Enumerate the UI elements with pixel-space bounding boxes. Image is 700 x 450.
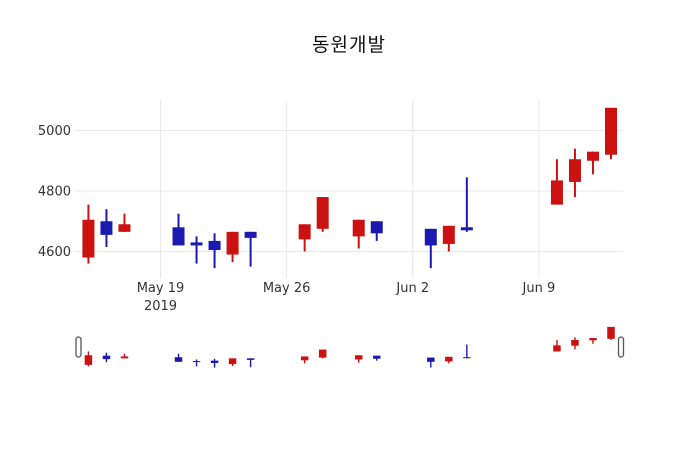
candle-mini[interactable] [120,356,129,359]
candle[interactable] [316,197,329,229]
candle[interactable] [568,159,581,182]
candle[interactable] [442,225,455,244]
candle[interactable] [605,107,617,155]
candle[interactable] [208,240,221,250]
candle[interactable] [424,228,437,246]
plot-area[interactable] [75,100,623,278]
rangeslider-track[interactable] [75,323,623,371]
candle-mini[interactable] [354,355,363,360]
candle-mini[interactable] [228,358,237,365]
candle[interactable] [352,219,365,237]
candle-mini[interactable] [427,357,435,362]
candle-mini[interactable] [571,339,579,346]
candle[interactable] [460,227,473,231]
x-tick-label: Jun 2 [395,281,429,296]
candle-mini[interactable] [84,355,93,365]
candle[interactable] [586,151,599,161]
candle[interactable] [244,231,257,238]
candle-mini[interactable] [607,326,615,339]
candle[interactable] [190,242,203,246]
rangeslider-right-handle[interactable] [617,336,625,358]
chart-title: 동원개발 [312,34,386,56]
x-tick-label: May 26 [263,281,311,296]
x-tick-label: May 19 [137,281,185,296]
candle[interactable] [100,221,113,235]
y-tick-label: 4800 [38,185,71,200]
candle-mini[interactable] [318,349,327,358]
candle[interactable] [550,180,563,205]
candle[interactable] [298,224,311,240]
x-tick-year-label: 2019 [144,299,177,314]
rangeslider-left-handle[interactable] [75,336,82,358]
candle-mini[interactable] [192,361,201,363]
y-tick-label: 5000 [38,124,71,139]
candle-mini[interactable] [210,360,219,363]
candle-mini[interactable] [300,356,309,361]
candle-mini[interactable] [445,356,453,362]
candle[interactable] [370,221,383,234]
candle-mini[interactable] [372,355,381,359]
y-tick-label: 4600 [38,245,71,260]
candle-mini[interactable] [553,345,561,352]
candle[interactable] [226,231,239,255]
x-tick-label: Jun 9 [522,281,556,296]
candle-mini[interactable] [463,357,471,359]
candle[interactable] [118,224,131,232]
candle-mini[interactable] [246,358,255,360]
candle-mini[interactable] [102,355,111,360]
candle[interactable] [82,219,95,258]
candle-mini[interactable] [589,338,597,341]
candle[interactable] [172,227,185,246]
candle-mini[interactable] [174,357,183,362]
